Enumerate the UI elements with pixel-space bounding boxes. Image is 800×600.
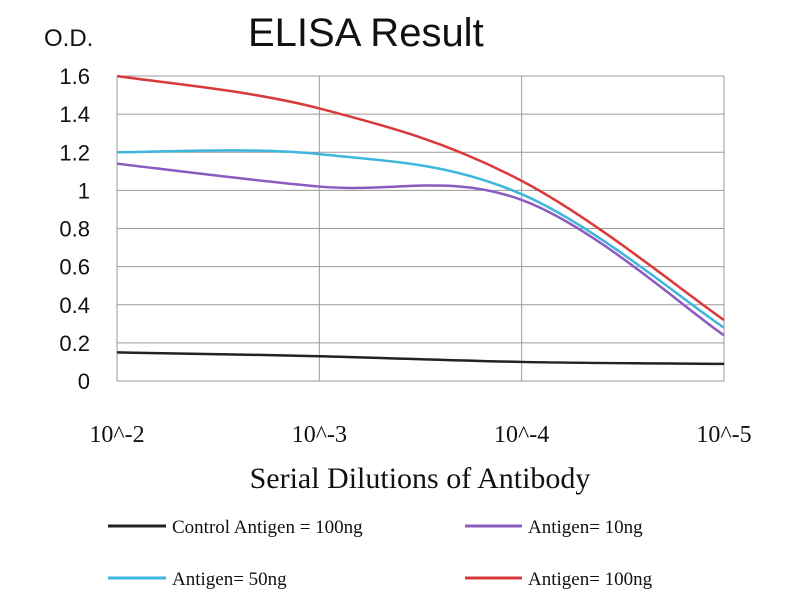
legend-label-1: Control Antigen = 100ng [172,517,363,538]
y-tick-label: 1.4 [59,102,90,127]
legend: Control Antigen = 100ng Antigen= 10ng Anti… [108,517,653,590]
y-axis-label: O.D. [44,25,93,52]
y-tick-label: 0.8 [59,217,90,242]
x-tick-label: 10^-4 [494,422,549,448]
series-line-3 [116,149,725,329]
y-tick-label: 0.4 [59,293,90,318]
legend-label-3: Antigen= 50ng [172,569,287,590]
legend-label-4: Antigen= 100ng [528,569,653,590]
series-line-1 [116,351,725,366]
y-tick-label: 1.2 [59,140,90,165]
x-tick-label: 10^-3 [292,422,347,448]
chart-title: ELISA Result [248,11,484,55]
y-tick-label: 0.2 [59,331,90,356]
x-tick-label: 10^-2 [89,422,144,448]
series-lines [116,74,725,366]
x-axis-label: Serial Dilutions of Antibody [250,462,591,495]
series-line-4 [116,74,725,322]
y-tick-label: 1.6 [59,64,90,89]
series-line-2 [116,162,725,337]
grid [116,75,725,382]
x-tick-label: 10^-5 [696,422,751,448]
y-tick-label: 0 [78,369,90,394]
legend-label-2: Antigen= 10ng [528,517,643,538]
y-tick-label: 1 [78,178,90,203]
y-tick-labels: 0 0.2 0.4 0.6 0.8 1 1.2 1.4 1.6 [59,64,90,394]
x-tick-labels: 10^-2 10^-3 10^-4 10^-5 [89,422,751,448]
y-tick-label: 0.6 [59,255,90,280]
